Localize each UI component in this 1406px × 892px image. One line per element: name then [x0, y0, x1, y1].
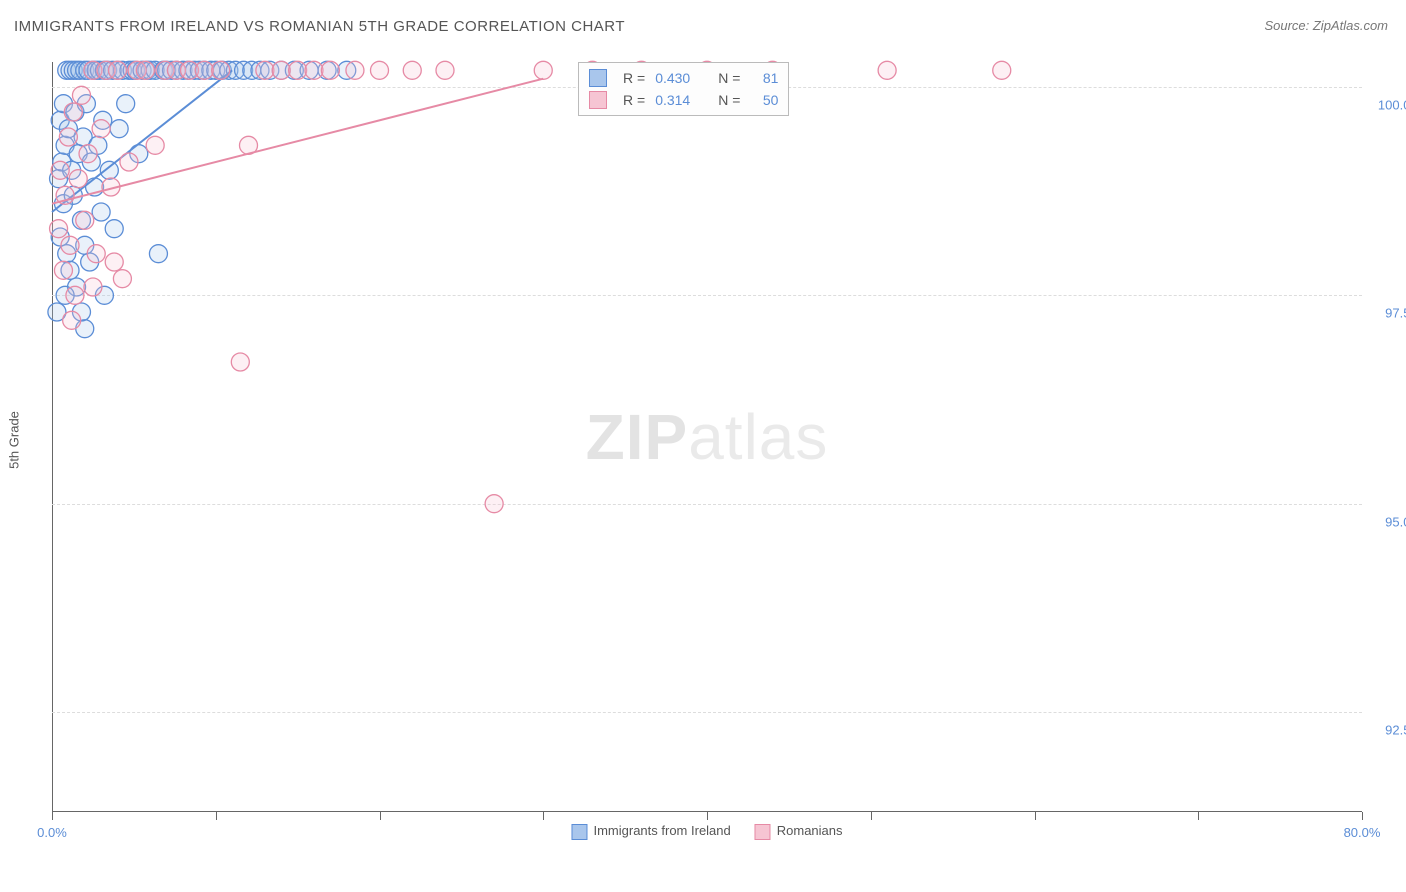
x-tick [707, 812, 708, 820]
data-point-romanian [878, 61, 896, 79]
legend-label-romanians: Romanians [777, 823, 843, 838]
data-point-romanian [289, 61, 307, 79]
data-point-romanian [105, 253, 123, 271]
n-value: 50 [750, 89, 778, 111]
correlation-legend-box: R = 0.430 N = 81 R = 0.314 N = 50 [578, 62, 789, 116]
y-axis-label: 5th Grade [7, 411, 22, 469]
data-point-romanian [63, 311, 81, 329]
data-point-ireland [117, 95, 135, 113]
data-point-romanian [403, 61, 421, 79]
y-tick-label: 92.5% [1385, 723, 1406, 738]
data-point-romanian [346, 61, 364, 79]
data-point-romanian [69, 170, 87, 188]
r-value: 0.314 [655, 89, 690, 111]
data-point-romanian [256, 61, 274, 79]
legend-label-ireland: Immigrants from Ireland [593, 823, 730, 838]
x-tick [52, 812, 53, 820]
legend-swatch-icon [589, 91, 607, 109]
legend-row-romanian: R = 0.314 N = 50 [589, 89, 778, 111]
data-point-romanian [72, 86, 90, 104]
x-tick [1362, 812, 1363, 820]
chart-title: IMMIGRANTS FROM IRELAND VS ROMANIAN 5TH … [14, 18, 625, 35]
data-point-ireland [110, 120, 128, 138]
data-point-romanian [84, 278, 102, 296]
x-tick [380, 812, 381, 820]
legend-swatch-icon [589, 69, 607, 87]
n-value: 81 [750, 67, 778, 89]
x-tick [216, 812, 217, 820]
r-label: R = [623, 89, 645, 111]
data-point-romanian [64, 103, 82, 121]
n-label: N = [718, 89, 740, 111]
data-point-romanian [272, 61, 290, 79]
data-point-ireland [105, 220, 123, 238]
x-tick [1035, 812, 1036, 820]
y-tick-label: 97.5% [1385, 306, 1406, 321]
r-value: 0.430 [655, 67, 690, 89]
data-point-romanian [50, 220, 68, 238]
series-legend-bottom: Immigrants from Ireland Romanians [571, 823, 842, 840]
data-point-romanian [113, 270, 131, 288]
data-point-romanian [305, 61, 323, 79]
data-point-romanian [212, 61, 230, 79]
y-tick-label: 100.0% [1378, 98, 1406, 113]
data-point-ireland [149, 245, 167, 263]
data-point-ireland [92, 203, 110, 221]
data-point-romanian [485, 495, 503, 513]
y-tick-label: 95.0% [1385, 514, 1406, 529]
data-point-romanian [61, 236, 79, 254]
data-point-romanian [79, 145, 97, 163]
legend-item-romanians: Romanians [755, 823, 843, 840]
x-tick-label: 80.0% [1344, 825, 1381, 840]
chart-plot-area: 100.0%97.5%95.0%92.5% 0.0%80.0% ZIPatlas… [52, 62, 1362, 812]
data-point-romanian [136, 61, 154, 79]
data-point-romanian [92, 120, 110, 138]
legend-row-ireland: R = 0.430 N = 81 [589, 67, 778, 89]
data-point-romanian [321, 61, 339, 79]
data-point-romanian [231, 353, 249, 371]
scatter-plot-svg [52, 62, 1362, 812]
x-tick [871, 812, 872, 820]
data-point-romanian [66, 286, 84, 304]
data-point-romanian [195, 61, 213, 79]
data-point-romanian [59, 128, 77, 146]
data-point-romanian [87, 245, 105, 263]
n-label: N = [718, 67, 740, 89]
data-point-romanian [51, 161, 69, 179]
data-point-ireland [100, 161, 118, 179]
source-attribution: Source: ZipAtlas.com [1264, 18, 1388, 33]
data-point-romanian [54, 261, 72, 279]
data-point-romanian [436, 61, 454, 79]
data-point-romanian [993, 61, 1011, 79]
data-point-romanian [76, 211, 94, 229]
data-point-romanian [109, 61, 127, 79]
legend-item-ireland: Immigrants from Ireland [571, 823, 730, 840]
r-label: R = [623, 67, 645, 89]
legend-swatch-ireland [571, 824, 587, 840]
x-tick [1198, 812, 1199, 820]
x-tick-label: 0.0% [37, 825, 67, 840]
data-point-romanian [146, 136, 164, 154]
data-point-romanian [534, 61, 552, 79]
data-point-romanian [371, 61, 389, 79]
legend-swatch-romanians [755, 824, 771, 840]
data-point-romanian [120, 153, 138, 171]
x-tick [543, 812, 544, 820]
